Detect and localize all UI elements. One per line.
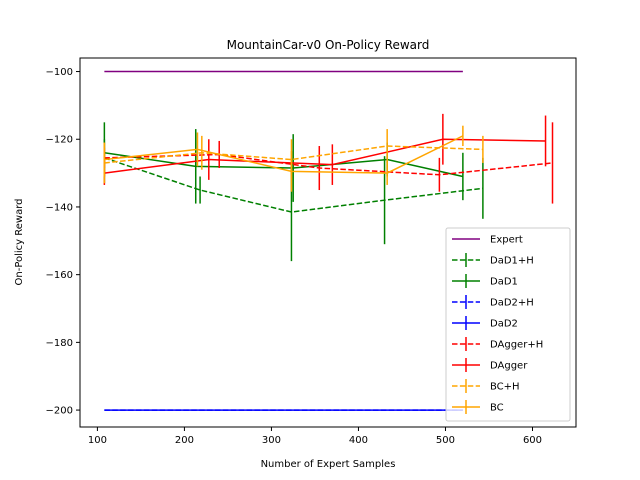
x-tick-label: 200 bbox=[175, 435, 194, 446]
legend-box bbox=[445, 227, 571, 422]
legend-entry: DAgger+H bbox=[490, 340, 543, 351]
legend-entry: DaD1+H bbox=[490, 256, 534, 267]
legend-entry: DAgger bbox=[490, 361, 528, 372]
y-tick-label: −200 bbox=[46, 406, 73, 417]
legend-entry: BC bbox=[490, 403, 504, 414]
x-tick-label: 100 bbox=[88, 435, 107, 446]
plot-area bbox=[103, 70, 554, 411]
legend-entry: Expert bbox=[490, 235, 523, 246]
y-tick-label: −160 bbox=[46, 270, 73, 281]
x-tick-label: 600 bbox=[523, 435, 542, 446]
y-tick-label: −180 bbox=[46, 338, 73, 349]
legend-entry: BC+H bbox=[490, 382, 520, 393]
legend-entry: DaD2 bbox=[490, 319, 518, 330]
x-axis-label: Number of Expert Samples bbox=[261, 459, 396, 470]
legend-entry: DaD1 bbox=[490, 277, 518, 288]
y-tick-label: −100 bbox=[46, 67, 73, 78]
y-axis-label: On-Policy Reward bbox=[14, 198, 25, 285]
legend-entry: DaD2+H bbox=[490, 298, 534, 309]
series-BC bbox=[103, 125, 464, 192]
x-tick-label: 400 bbox=[349, 435, 368, 446]
y-tick-label: −140 bbox=[46, 202, 73, 213]
y-tick-label: −120 bbox=[46, 135, 73, 146]
legend: Expert DaD1+H DaD1 DaD2+H DaD2 DAgger+H DAgger… bbox=[445, 227, 571, 422]
x-tick-label: 300 bbox=[262, 435, 281, 446]
plot-frame bbox=[79, 57, 577, 428]
x-tick-label: 500 bbox=[436, 435, 455, 446]
axes: 100 200 300 400 500 600 −200 −180 −160 −140 −120 −1… bbox=[46, 67, 543, 446]
chart-title: MountainCar-v0 On-Policy Reward bbox=[227, 38, 430, 52]
series-line bbox=[104, 145, 483, 164]
